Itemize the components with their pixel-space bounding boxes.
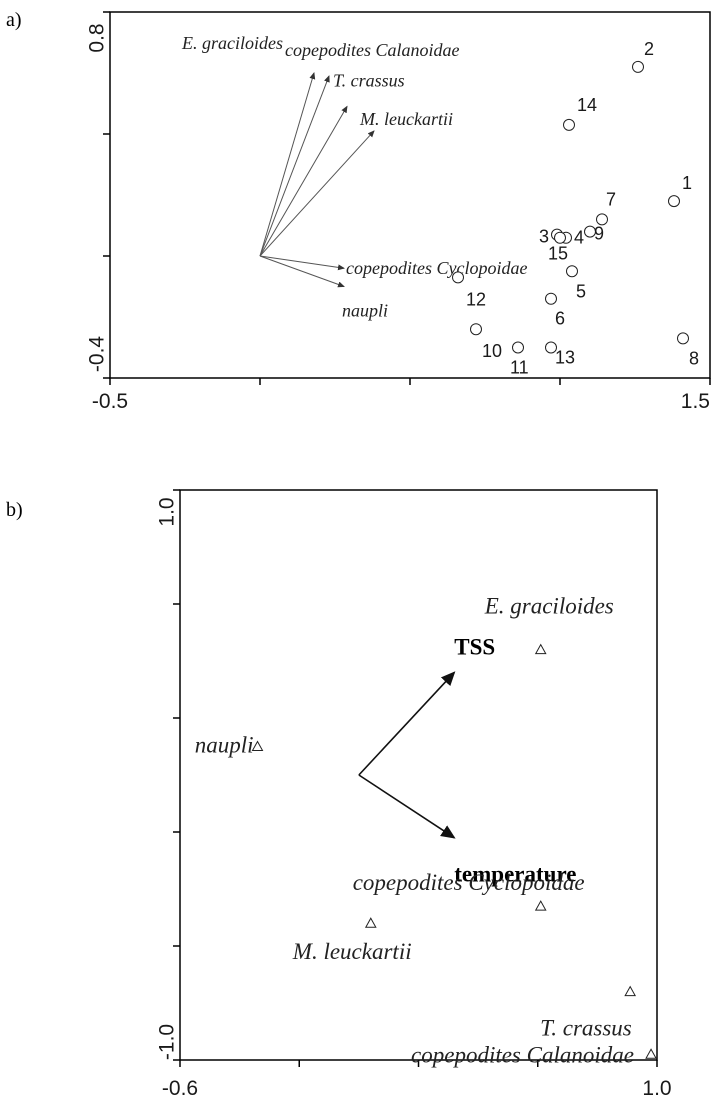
panel-a-arrow-copepodites-cyclopoidae (259, 255, 345, 271)
panel-a-arrow-label-e-graciloides: E. graciloides (181, 33, 283, 53)
panel-a-ticks (103, 11, 711, 385)
panel-b-species: E. graciloides naupli copepodites Cyclopoi… (195, 594, 657, 1067)
panel-a-site-label-15: 15 (548, 244, 568, 264)
panel-a-site-8 (677, 332, 689, 345)
panel-a-site-9 (584, 225, 596, 238)
panel-b-species-point-copepodites-calanoidae (645, 1048, 657, 1059)
panel-a-site-7 (596, 213, 608, 226)
panel-b-species-label-copepodites-cyclopoidae: copepodites Cyclopoidae (353, 870, 585, 895)
panel-b-x-tick-min: -0.6 (162, 1077, 198, 1100)
panel-a-arrow-copepodites-calanoidae (259, 75, 330, 257)
panel-a-site-label-8: 8 (689, 348, 699, 368)
panel-a-arrow-t-crassus (259, 105, 348, 257)
panel-a-plot-frame (109, 11, 711, 379)
panel-b-arrow-label-temperature: temperature (454, 862, 576, 887)
panel-b-arrow-temperature (358, 774, 456, 839)
panel-a-site-12 (452, 271, 464, 284)
panel-a-site-13 (545, 341, 557, 354)
panel-a-species-arrows: E. graciloides copepodites Calanoidae T. c… (181, 33, 527, 321)
panel-a-arrow-label-copepodites-calanoidae: copepodites Calanoidae (285, 40, 459, 60)
panel-b-label: b) (6, 499, 23, 521)
panel-a-site-1 (668, 195, 680, 208)
panel-b-y-tick-max: 1.0 (156, 497, 179, 526)
panel-b-species-label-t-crassus: T. crassus (540, 1016, 632, 1041)
panel-b-biplot: b) TSS temperature E. graciloides naupli co… (6, 489, 672, 1100)
panel-a-arrow-label-m-leuckartii: M. leuckartii (359, 109, 453, 129)
panel-a-site-5 (566, 265, 578, 278)
panel-a-site-label-7: 7 (606, 189, 616, 209)
panel-b-arrow-label-tss: TSS (454, 634, 495, 659)
panel-a-site-15 (554, 231, 566, 244)
panel-a-x-tick-min: -0.5 (92, 390, 128, 413)
panel-a-site-label-12: 12 (466, 289, 486, 309)
panel-a-site-label-9: 9 (594, 224, 604, 244)
panel-a-site-label-10: 10 (482, 341, 502, 361)
panel-b-plot-frame (179, 489, 658, 1061)
panel-b-species-point-t-crassus (624, 985, 637, 997)
panel-a-arrow-label-naupli: naupli (342, 301, 388, 321)
panel-a-arrow-e-graciloides (259, 72, 316, 257)
panel-a-site-label-5: 5 (576, 281, 586, 301)
panel-a-y-tick-max: 0.8 (86, 23, 109, 52)
panel-b-species-point-e-graciloides (534, 643, 547, 655)
panel-b-species-label-e-graciloides: E. graciloides (484, 594, 614, 619)
panel-b-species-point-naupli (251, 740, 264, 751)
panel-a-site-10 (470, 323, 482, 336)
panel-a-site-11 (512, 341, 524, 354)
panel-b-arrow-tss (358, 671, 456, 776)
panel-a-site-label-14: 14 (577, 95, 597, 115)
panel-a-site-2 (632, 60, 644, 73)
panel-a-site-label-6: 6 (555, 309, 565, 329)
panel-a-site-label-13: 13 (555, 348, 575, 368)
panel-a-arrow-label-copepodites-cyclopoidae: copepodites Cyclopoidae (346, 258, 527, 278)
panel-a-site-label-1: 1 (682, 173, 692, 193)
panel-b-x-tick-max: 1.0 (642, 1077, 671, 1100)
panel-b-species-point-copepodites-cyclopoidae (534, 900, 547, 911)
panel-a-label: a) (6, 9, 22, 31)
panel-a-site-label-2: 2 (644, 39, 654, 59)
panel-b-ticks (173, 489, 658, 1067)
panel-a-site-6 (545, 292, 557, 305)
panel-b-species-point-m-leuckartii (364, 917, 377, 928)
panel-b-species-label-naupli: naupli (195, 733, 254, 758)
panel-a-site-label-4: 4 (574, 228, 584, 248)
panel-b-species-label-copepodites-calanoidae: copepodites Calanoidae (411, 1042, 634, 1067)
panel-a-y-tick-min: -0.4 (86, 336, 109, 373)
panel-b-species-label-m-leuckartii: M. leuckartii (292, 939, 412, 964)
panel-b-env-arrows: TSS temperature (358, 634, 576, 887)
panel-a-arrow-naupli (259, 255, 345, 288)
panel-a-arrow-label-t-crassus: T. crassus (333, 71, 405, 91)
panel-a-triplot: a) E. graciloides copepodites Calanoidae T… (6, 9, 711, 413)
panel-a-arrow-m-leuckartii (259, 130, 375, 257)
panel-b-y-tick-min: -1.0 (156, 1024, 179, 1060)
panel-a-site-label-3: 3 (539, 227, 549, 247)
panel-a-site-14 (563, 118, 575, 131)
panel-a-x-tick-max: 1.5 (681, 390, 710, 413)
panel-a-site-label-11: 11 (510, 358, 529, 378)
